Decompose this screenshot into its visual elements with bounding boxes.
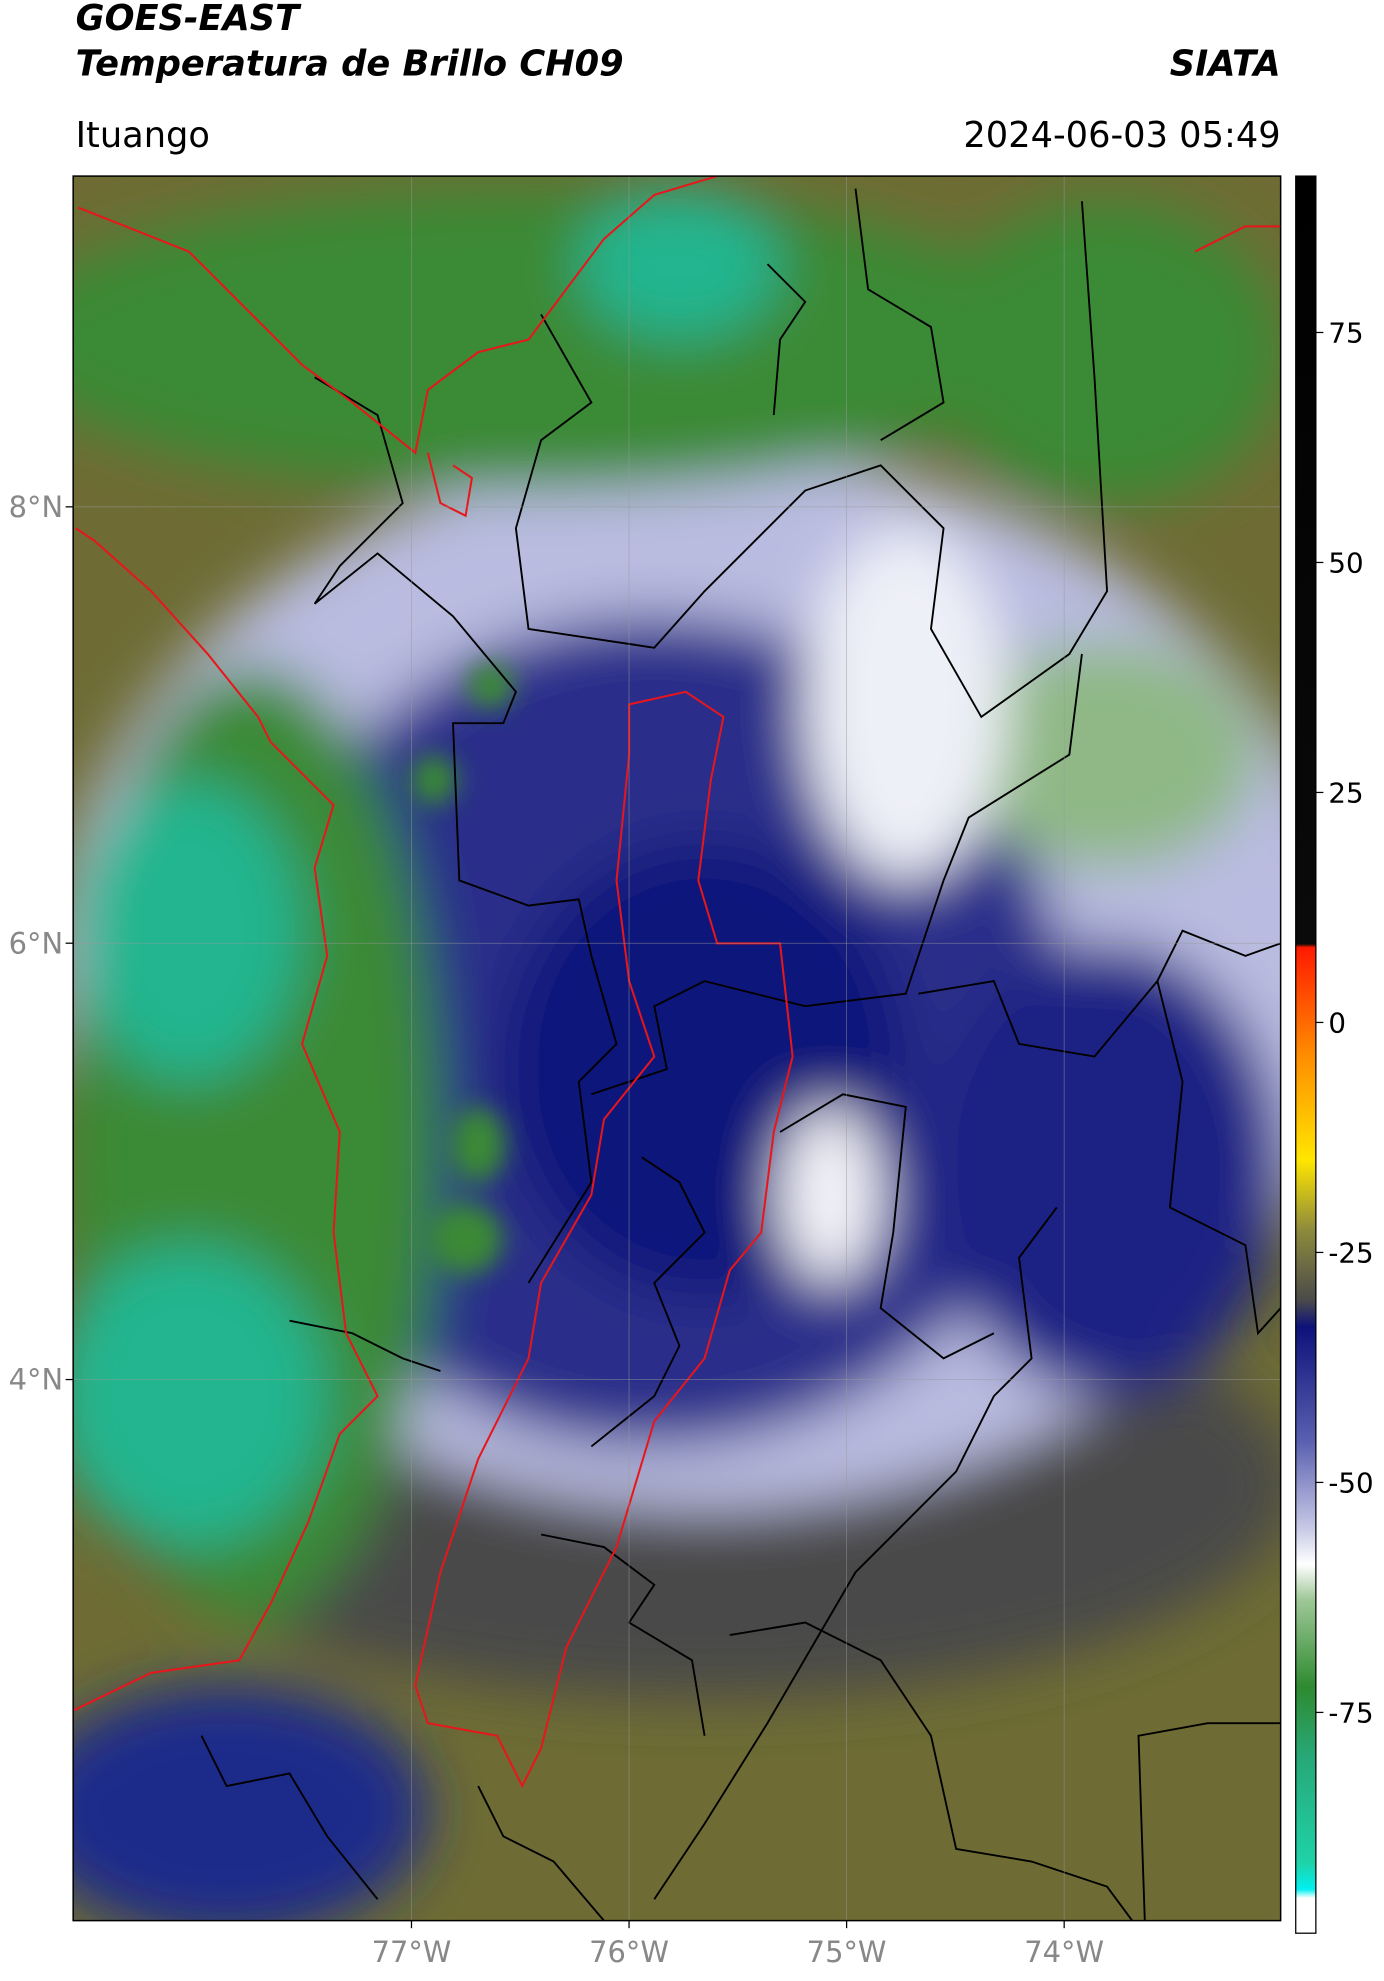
borders (200, 188, 1281, 1921)
colorbar-tick-label: 0 (1328, 1007, 1346, 1040)
colorbar-tick-label: -75 (1328, 1696, 1373, 1729)
x-tick-label: 76°W (589, 1935, 669, 1969)
grid (73, 176, 1281, 1921)
ticks: 77°W 76°W 75°W 74°W 4°N 6°N 8°N -75 -50 -25 0 25 50 7… (9, 317, 1374, 1970)
x-tick-label: 75°W (807, 1935, 887, 1969)
y-tick-label: 6°N (9, 926, 63, 960)
source: SIATA (1170, 43, 1281, 84)
colorbar-tick-label: 25 (1328, 777, 1363, 810)
y-tick-label: 8°N (9, 490, 63, 524)
datetime: 2024-06-03 05:49 (963, 115, 1280, 156)
colorbar-tick-label: -50 (1328, 1466, 1373, 1499)
colorbar-tick-label: 50 (1328, 547, 1363, 580)
map-frame (72, 175, 1282, 1922)
subtitle: Temperatura de Brillo CH09 (76, 43, 624, 84)
y-tick-label: 4°N (9, 1363, 63, 1397)
x-tick-label: 77°W (372, 1935, 452, 1969)
colorbar (1295, 175, 1317, 1934)
x-tick-label: 74°W (1024, 1935, 1104, 1969)
satellite-image (73, 176, 1281, 1921)
location: Ituango (76, 115, 210, 156)
colorbar-tick-label: 75 (1328, 317, 1363, 350)
colorbar-tick-label: -25 (1328, 1236, 1373, 1269)
title: GOES-EAST (76, 0, 302, 39)
